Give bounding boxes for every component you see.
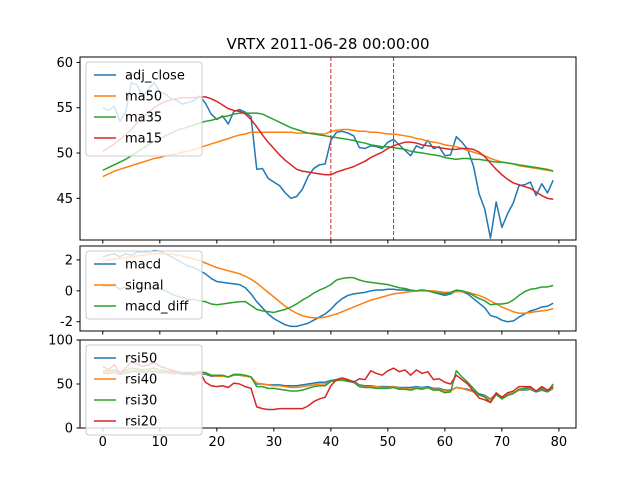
legend-label-ma15: ma15 — [125, 132, 162, 147]
legend-label-adj_close: adj_close — [125, 69, 185, 84]
x-tick-label: 0 — [99, 435, 107, 450]
legend-label-ma35: ma35 — [125, 111, 162, 126]
y-tick-label: 0 — [65, 422, 73, 437]
x-tick-label: 50 — [380, 435, 397, 450]
x-tick-label: 20 — [209, 435, 226, 450]
legend: adj_close ma50 ma35 ma15 — [85, 61, 203, 157]
y-tick-label: 2 — [65, 253, 73, 268]
axes-frame — [79, 245, 577, 332]
chart-title: VRTX 2011-06-28 00:00:00 — [226, 35, 429, 53]
legend: rsi50 rsi40 rsi30 rsi20 — [85, 344, 203, 436]
legend-box — [85, 250, 203, 320]
legend-box — [85, 61, 203, 157]
x-tick-label: 10 — [152, 435, 169, 450]
x-tick-label: 40 — [323, 435, 340, 450]
panel-price: 45 50 55 60 adj_close ma50 ma35 ma15 — [56, 56, 577, 244]
legend-label-signal: signal — [125, 279, 163, 294]
y-tick-label: -2 — [60, 315, 73, 330]
x-tick-label: 30 — [266, 435, 283, 450]
legend-label-rsi20: rsi20 — [125, 415, 157, 430]
x-tick-label: 80 — [551, 435, 568, 450]
legend-label-macd: macd — [125, 258, 161, 273]
legend-label-rsi40: rsi40 — [125, 373, 157, 388]
legend-box — [85, 344, 203, 436]
y-tick-label: 55 — [56, 101, 73, 116]
y-tick-label: 0 — [65, 284, 73, 299]
x-tick-label: 70 — [494, 435, 511, 450]
x-tick-label: 60 — [437, 435, 454, 450]
legend: macd signal macd_diff — [85, 250, 203, 320]
y-tick-label: 45 — [56, 192, 73, 207]
axes-frame — [79, 56, 577, 241]
legend-label-rsi50: rsi50 — [125, 352, 157, 367]
y-tick-label: 60 — [56, 56, 73, 71]
legend-label-ma50: ma50 — [125, 90, 162, 105]
legend-label-macd_diff: macd_diff — [125, 300, 189, 315]
y-tick-label: 100 — [48, 334, 73, 349]
legend-label-rsi30: rsi30 — [125, 394, 157, 409]
panel-macd: -2 0 2 macd signal macd_diff — [60, 245, 577, 335]
y-tick-label: 50 — [56, 378, 73, 393]
y-tick-label: 50 — [56, 147, 73, 162]
